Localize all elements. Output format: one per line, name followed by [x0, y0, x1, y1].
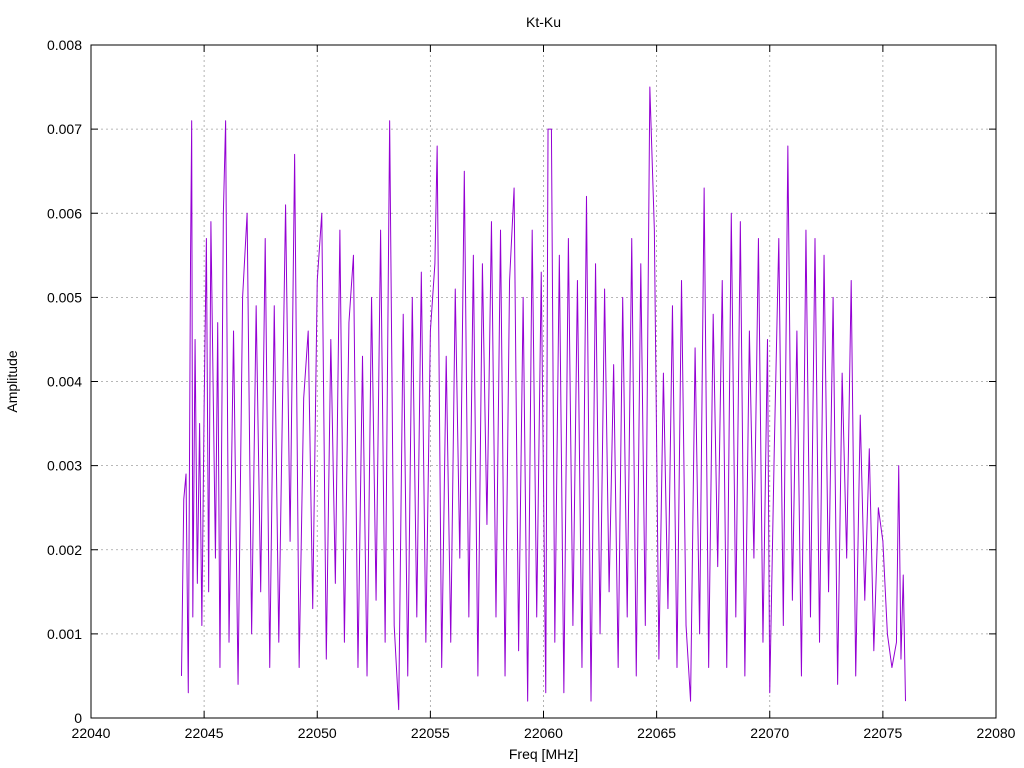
x-tick-label: 22040: [72, 725, 111, 741]
x-tick-label: 22060: [524, 725, 563, 741]
y-tick-label: 0.001: [47, 626, 82, 642]
y-tick-label: 0.007: [47, 121, 82, 137]
ticks: 22040 22045 22050 22055 22060 22065 22070 22075…: [47, 37, 1016, 741]
chart-title: Kt-Ku: [526, 14, 561, 30]
y-tick-label: 0.008: [47, 37, 82, 53]
y-tick-label: 0.002: [47, 542, 82, 558]
y-axis-label: Amplitude: [4, 350, 20, 412]
x-tick-label: 22075: [863, 725, 902, 741]
x-tick-label: 22045: [185, 725, 224, 741]
x-tick-label: 22080: [977, 725, 1016, 741]
y-tick-label: 0: [74, 710, 82, 726]
x-tick-label: 22055: [411, 725, 450, 741]
y-tick-label: 0.005: [47, 289, 82, 305]
y-tick-label: 0.006: [47, 205, 82, 221]
x-axis-label: Freq [MHz]: [509, 746, 578, 762]
series-layer: [181, 86, 906, 711]
x-tick-label: 22070: [750, 725, 789, 741]
x-tick-label: 22050: [298, 725, 337, 741]
y-tick-label: 0.004: [47, 374, 82, 390]
x-tick-label: 22065: [637, 725, 676, 741]
series-line-0: [181, 86, 906, 711]
y-tick-label: 0.003: [47, 458, 82, 474]
